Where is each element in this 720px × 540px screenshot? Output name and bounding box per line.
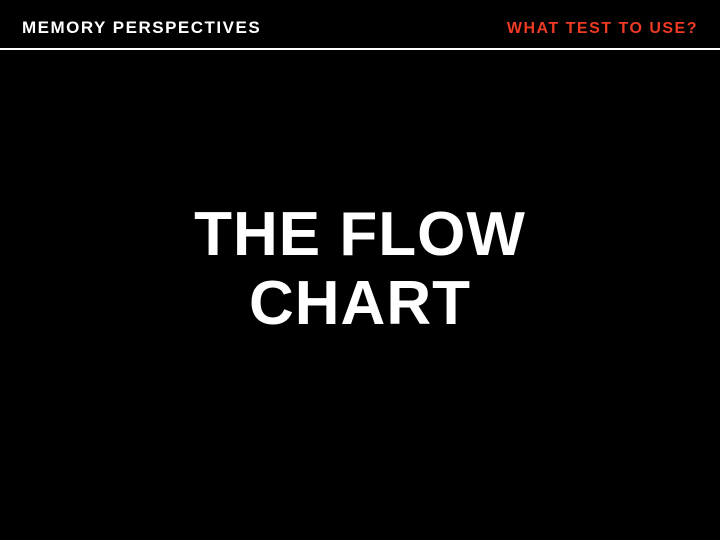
main-title-line-2: CHART <box>0 269 720 338</box>
slide-header: MEMORY PERSPECTIVES WHAT TEST TO USE? <box>0 18 720 50</box>
main-title: THE FLOW CHART <box>0 200 720 339</box>
main-title-line-1: THE FLOW <box>0 200 720 269</box>
header-left-title: MEMORY PERSPECTIVES <box>22 18 261 38</box>
header-right-title: WHAT TEST TO USE? <box>507 20 698 38</box>
